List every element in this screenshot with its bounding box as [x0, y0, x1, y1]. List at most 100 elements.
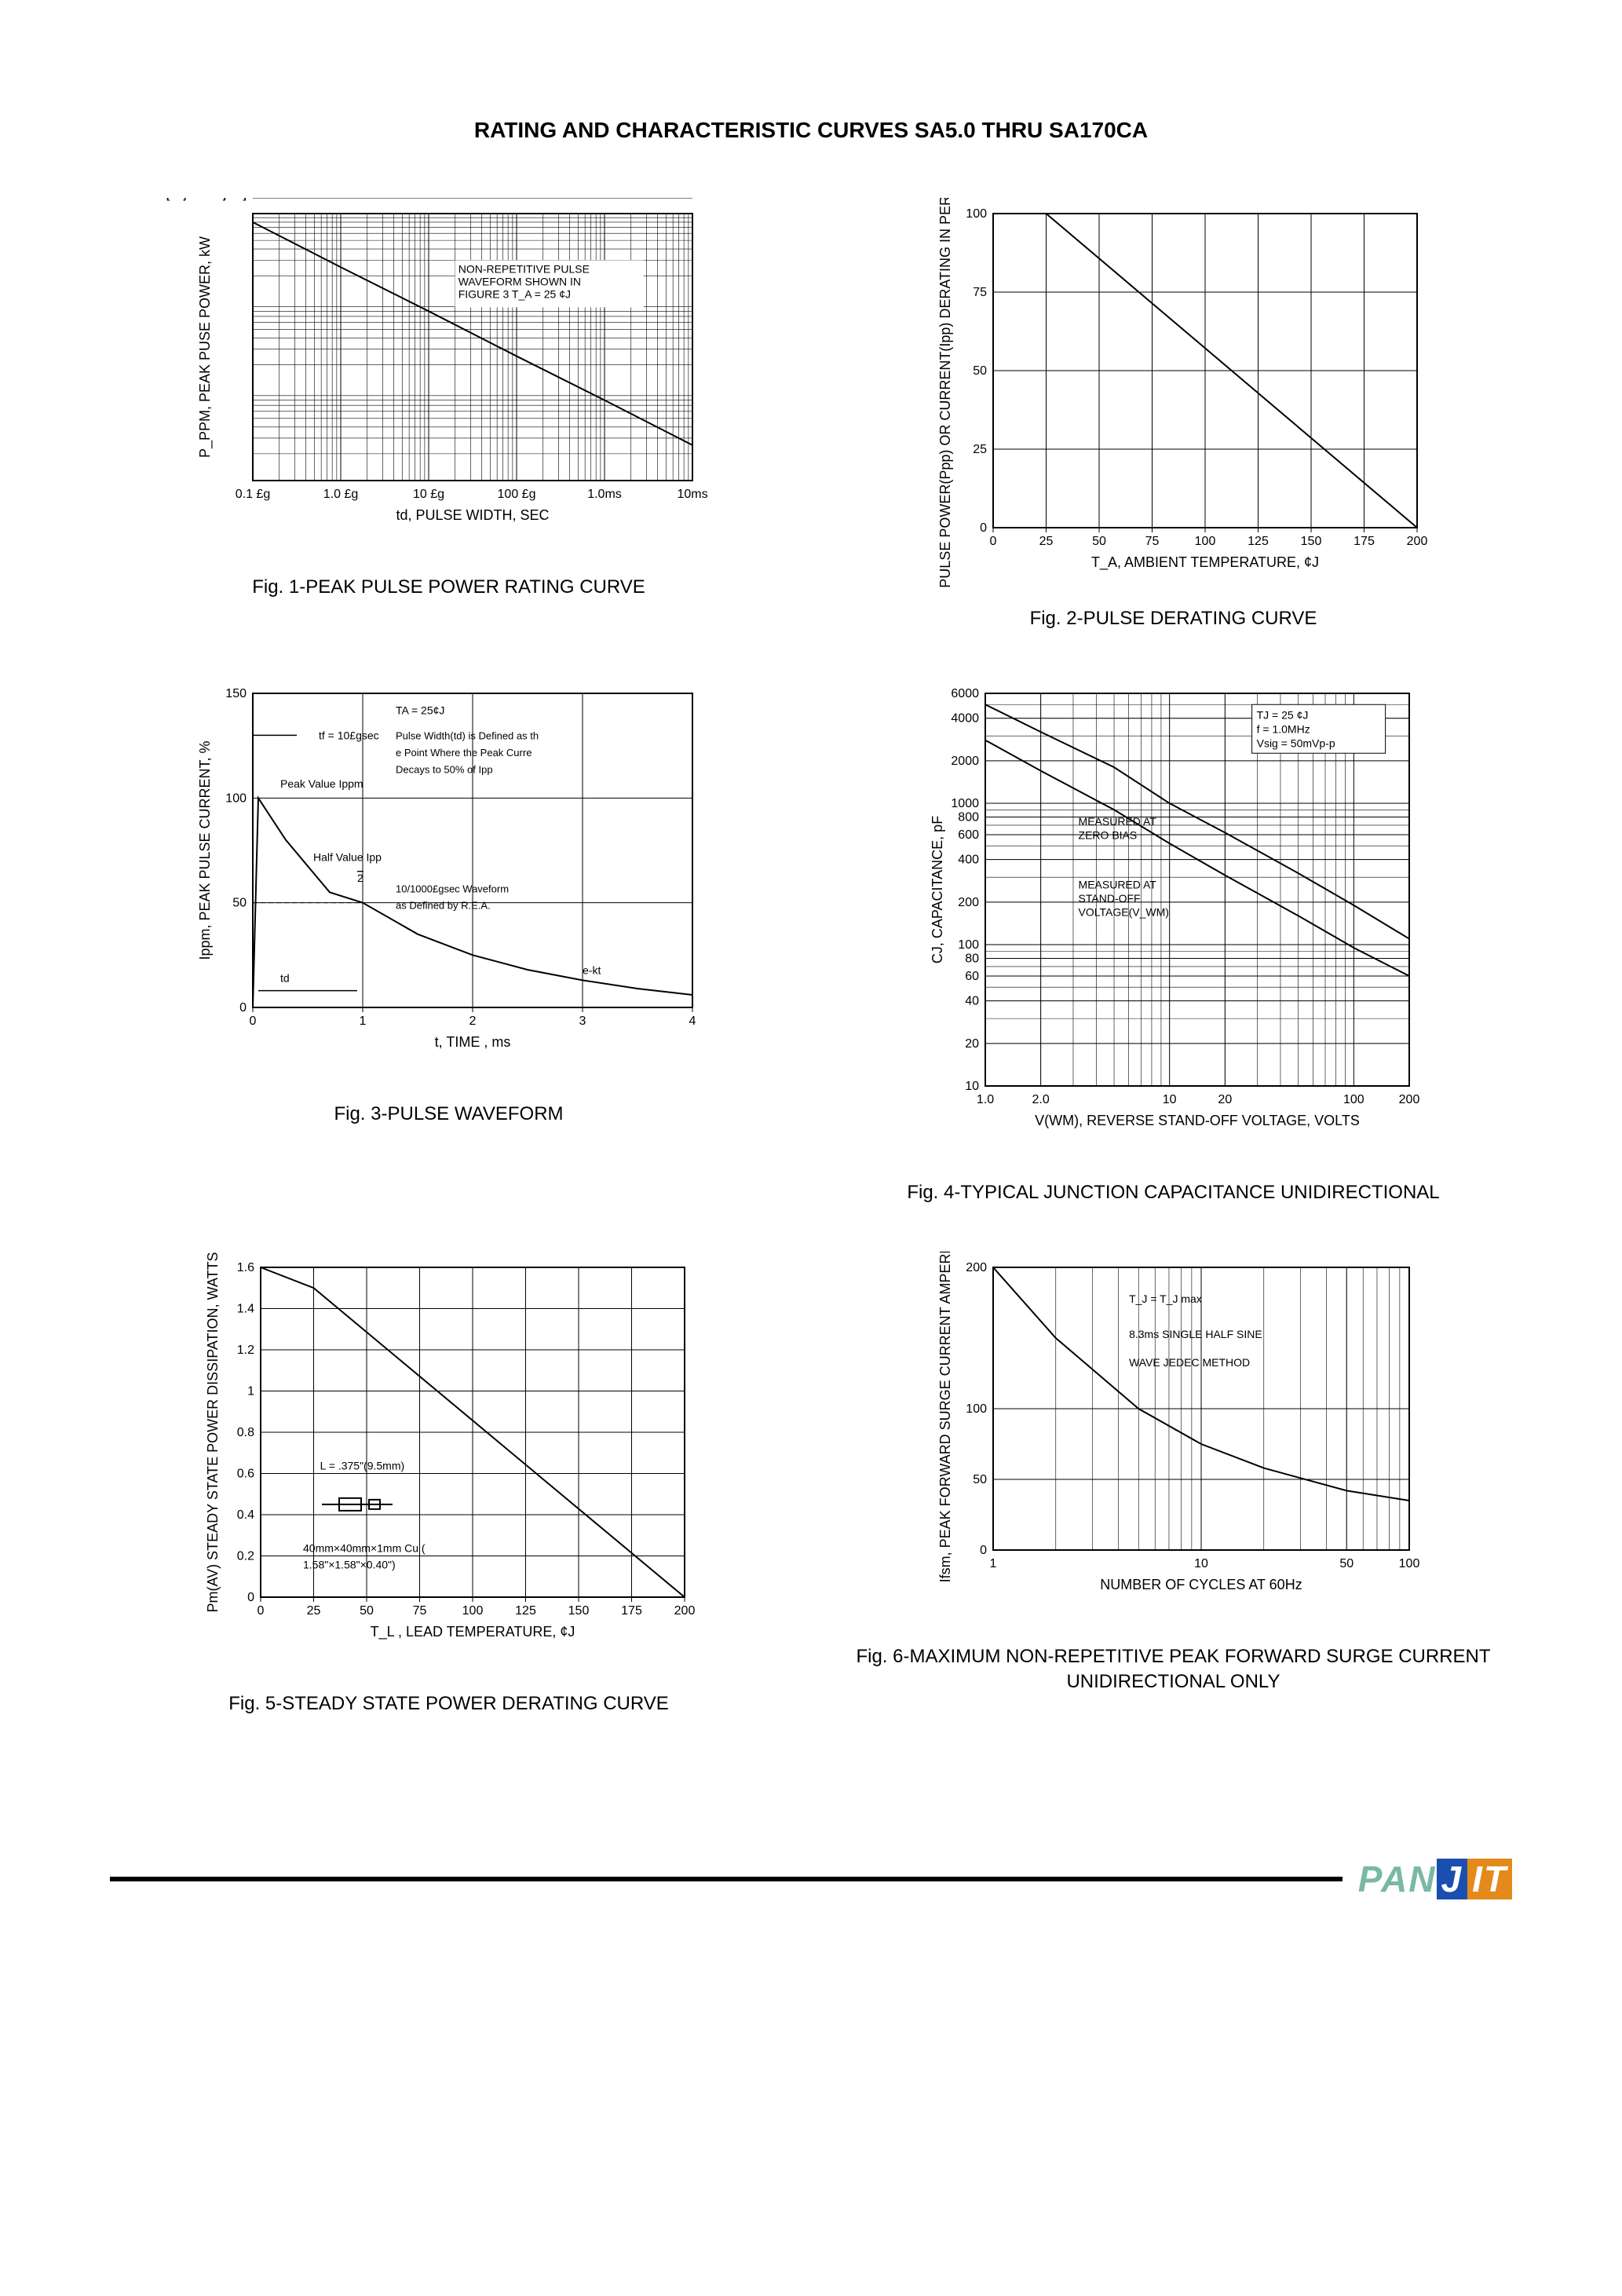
svg-text:4000: 4000 [951, 712, 979, 726]
svg-text:TJ = 25 ¢J: TJ = 25 ¢J [1256, 708, 1308, 721]
svg-text:1.58"×1.58"×0.40"): 1.58"×1.58"×0.40") [303, 1559, 396, 1571]
svg-text:Pulse Width(td) is Defined as: Pulse Width(td) is Defined as th [396, 730, 539, 742]
svg-text:0.8: 0.8 [236, 1426, 254, 1439]
svg-text:t, TIME , ms: t, TIME , ms [434, 1034, 510, 1050]
svg-text:1.2: 1.2 [236, 1344, 254, 1357]
svg-text:175: 175 [621, 1604, 642, 1618]
svg-text:CJ, CAPACITANCE, pF: CJ, CAPACITANCE, pF [930, 816, 945, 963]
svg-text:e Point Where the Peak Curre: e Point Where the Peak Curre [396, 747, 532, 759]
fig5-cell: 025507510012515017520000.20.40.60.811.21… [110, 1252, 787, 1716]
fig3-chart: 01234050100150t, TIME , msIppm, PEAK PUL… [166, 678, 732, 1086]
svg-text:0: 0 [247, 1591, 254, 1604]
svg-text:100: 100 [1398, 1557, 1419, 1570]
brand-logo: PANJIT [1358, 1858, 1512, 1900]
svg-text:PEAK PULSE POWER(Ppp) OR CURRE: PEAK PULSE POWER(Ppp) OR CURRENT(Ipp) DE… [937, 198, 953, 590]
svg-text:600: 600 [958, 828, 979, 842]
svg-text:200: 200 [674, 1604, 695, 1618]
fig5-chart: 025507510012515017520000.20.40.60.811.21… [166, 1252, 732, 1676]
svg-text:0: 0 [980, 1544, 987, 1557]
fig3-caption: Fig. 3-PULSE WAVEFORM [334, 1102, 563, 1126]
svg-text:T_L , LEAD TEMPERATURE, ¢J: T_L , LEAD TEMPERATURE, ¢J [370, 1624, 575, 1640]
fig2-chart: 02550751001251501752000255075100T_A, AMB… [891, 198, 1456, 590]
svg-text:0: 0 [239, 1001, 247, 1015]
svg-text:1: 1 [359, 1015, 366, 1028]
svg-text:10ms: 10ms [677, 488, 707, 501]
svg-text:0.2: 0.2 [236, 1550, 254, 1563]
fig4-caption: Fig. 4-TYPICAL JUNCTION CAPACITANCE UNID… [907, 1180, 1439, 1205]
svg-text:FIGURE 3 T_A = 25 ¢J: FIGURE 3 T_A = 25 ¢J [458, 287, 570, 300]
svg-text:Ippm, PEAK PULSE CURRENT, %: Ippm, PEAK PULSE CURRENT, % [197, 741, 213, 960]
svg-text:3: 3 [579, 1015, 586, 1028]
fig6-chart: 11050100050100200NUMBER OF CYCLES AT 60H… [891, 1252, 1456, 1629]
svg-text:40: 40 [965, 995, 979, 1008]
svg-text:0: 0 [980, 521, 987, 535]
svg-text:60: 60 [965, 970, 979, 983]
svg-text:td: td [280, 972, 290, 985]
svg-text:10: 10 [1194, 1557, 1208, 1570]
svg-text:25: 25 [306, 1604, 320, 1618]
brand-it: IT [1467, 1859, 1512, 1899]
charts-grid: 0.1 £g1.0 £g10 £g100 £g1.0ms10ms[object … [110, 198, 1512, 1717]
svg-text:Ifsm, PEAK FORWARD SURGE CURRE: Ifsm, PEAK FORWARD SURGE CURRENT AMPERES [937, 1252, 953, 1582]
svg-text:100: 100 [1343, 1093, 1364, 1106]
svg-text:75: 75 [973, 286, 987, 299]
svg-text:8.3ms SINGLE HALF SINE: 8.3ms SINGLE HALF SINE [1129, 1328, 1262, 1340]
footer: PANJIT [110, 1858, 1512, 1900]
svg-text:75: 75 [412, 1604, 426, 1618]
page-title: RATING AND CHARACTERISTIC CURVES SA5.0 T… [110, 118, 1512, 143]
svg-text:10/1000£gsec Waveform: 10/1000£gsec Waveform [396, 883, 509, 895]
brand-j: J [1437, 1859, 1468, 1899]
fig4-chart: 1.02.01020100200102040608010020040060080… [891, 678, 1456, 1164]
footer-rule [110, 1877, 1343, 1881]
svg-text:150: 150 [568, 1604, 589, 1618]
svg-text:125: 125 [1248, 535, 1269, 548]
svg-text:f = 1.0MHz: f = 1.0MHz [1256, 722, 1310, 735]
svg-text:0.1 £g: 0.1 £g [235, 488, 269, 501]
svg-text:1.0 £g: 1.0 £g [323, 488, 357, 501]
svg-text:Vsig = 50mVp-p: Vsig = 50mVp-p [1256, 737, 1335, 749]
fig2-caption: Fig. 2-PULSE DERATING CURVE [1030, 606, 1317, 631]
svg-text:VOLTAGE(V_WM): VOLTAGE(V_WM) [1078, 905, 1168, 918]
svg-text:50: 50 [1339, 1557, 1353, 1570]
fig6-cell: 11050100050100200NUMBER OF CYCLES AT 60H… [835, 1252, 1512, 1716]
svg-text:1.0ms: 1.0ms [587, 488, 622, 501]
fig1-chart: 0.1 £g1.0 £g10 £g100 £g1.0ms10ms[object … [166, 198, 732, 559]
svg-text:200: 200 [958, 896, 979, 909]
svg-text:125: 125 [515, 1604, 536, 1618]
svg-text:P_PPM, PEAK PUSE POWER, kW: P_PPM, PEAK PUSE POWER, kW [197, 236, 214, 458]
svg-text:MEASURED AT: MEASURED AT [1078, 815, 1156, 828]
svg-text:100: 100 [462, 1604, 483, 1618]
fig3-cell: 01234050100150t, TIME , msIppm, PEAK PUL… [110, 678, 787, 1205]
svg-text:STAND-OFF: STAND-OFF [1078, 892, 1140, 905]
svg-text:800: 800 [958, 811, 979, 824]
svg-text:Peak Value Ippm: Peak Value Ippm [280, 777, 363, 790]
svg-text:400: 400 [958, 854, 979, 867]
fig6-caption: Fig. 6-MAXIMUM NON-REPETITIVE PEAK FORWA… [835, 1644, 1512, 1693]
svg-text:10: 10 [965, 1080, 979, 1093]
svg-text:40mm×40mm×1mm Cu (: 40mm×40mm×1mm Cu ( [303, 1542, 426, 1555]
svg-text:T_A, AMBIENT TEMPERATURE, ¢J: T_A, AMBIENT TEMPERATURE, ¢J [1090, 554, 1318, 571]
svg-text:0: 0 [989, 535, 996, 548]
svg-text:1: 1 [247, 1385, 254, 1398]
svg-text:20: 20 [1218, 1093, 1232, 1106]
svg-text:50: 50 [1092, 535, 1106, 548]
svg-text:0: 0 [257, 1604, 264, 1618]
svg-text:50: 50 [973, 1473, 987, 1486]
svg-text:10: 10 [1162, 1093, 1176, 1106]
svg-text:2: 2 [357, 872, 363, 884]
svg-text:Half Value Ipp: Half Value Ipp [313, 851, 382, 864]
svg-text:ZERO BIAS: ZERO BIAS [1078, 829, 1137, 842]
svg-text:Decays to 50% of Ipp: Decays to 50% of Ipp [396, 764, 493, 776]
svg-text:50: 50 [360, 1604, 374, 1618]
svg-text:tf = 10£gsec: tf = 10£gsec [319, 729, 379, 742]
svg-text:25: 25 [973, 443, 987, 456]
svg-text:150: 150 [225, 687, 247, 700]
svg-text:6000: 6000 [951, 687, 979, 700]
svg-text:e-kt: e-kt [583, 964, 601, 977]
svg-text:100: 100 [225, 792, 247, 806]
fig5-caption: Fig. 5-STEADY STATE POWER DERATING CURVE [228, 1691, 669, 1716]
fig4-cell: 1.02.01020100200102040608010020040060080… [835, 678, 1512, 1205]
svg-text:[object Object]: [object Object] [166, 198, 247, 201]
svg-text:50: 50 [232, 897, 247, 910]
svg-text:80: 80 [965, 952, 979, 966]
